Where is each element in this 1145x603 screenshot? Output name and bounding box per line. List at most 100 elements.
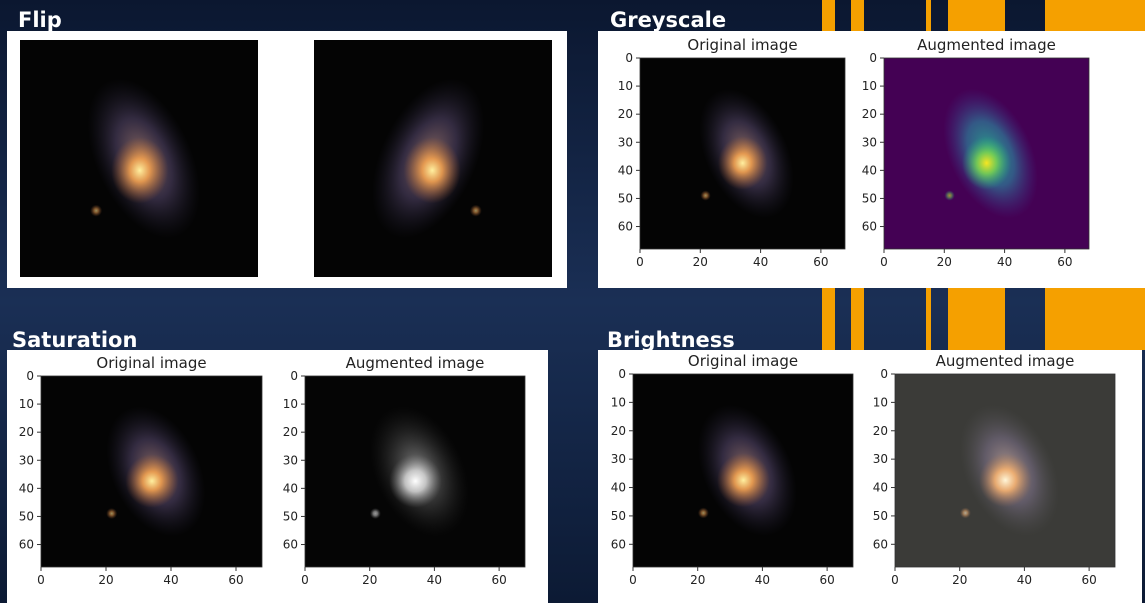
y-tick-label: 40 bbox=[19, 481, 34, 495]
subplot-title: Original image bbox=[687, 36, 797, 54]
x-tick-label: 0 bbox=[880, 255, 888, 269]
y-tick-label: 20 bbox=[611, 424, 626, 438]
galaxy-core bbox=[125, 454, 179, 508]
subplot-title: Augmented image bbox=[936, 352, 1075, 370]
y-tick-label: 50 bbox=[873, 509, 888, 523]
galaxy-core bbox=[717, 453, 770, 508]
x-tick-label: 20 bbox=[693, 255, 708, 269]
y-tick-label: 10 bbox=[611, 395, 626, 409]
panel-title: Flip bbox=[18, 8, 62, 32]
y-tick-label: 40 bbox=[283, 481, 298, 495]
galaxy-spot bbox=[959, 507, 971, 519]
x-tick-label: 20 bbox=[952, 573, 967, 587]
x-tick-label: 0 bbox=[891, 573, 899, 587]
y-tick-label: 30 bbox=[873, 452, 888, 466]
panel-title: Brightness bbox=[607, 328, 735, 352]
y-tick-label: 60 bbox=[611, 537, 626, 551]
galaxy-core bbox=[718, 136, 768, 190]
x-tick-label: 60 bbox=[813, 255, 828, 269]
galaxy-core bbox=[962, 136, 1012, 190]
galaxy-core bbox=[979, 453, 1032, 508]
y-tick-label: 40 bbox=[618, 163, 633, 177]
x-tick-label: 20 bbox=[690, 573, 705, 587]
subplot-title: Augmented image bbox=[917, 36, 1056, 54]
x-tick-label: 60 bbox=[491, 573, 506, 587]
subplot-title: Augmented image bbox=[346, 354, 485, 372]
y-tick-label: 30 bbox=[618, 135, 633, 149]
galaxy-core bbox=[389, 454, 442, 508]
y-tick-label: 0 bbox=[625, 51, 633, 65]
y-tick-label: 20 bbox=[862, 107, 877, 121]
galaxy-spot bbox=[106, 507, 118, 520]
panel-title: Saturation bbox=[12, 328, 137, 352]
y-tick-label: 40 bbox=[873, 481, 888, 495]
y-tick-label: 30 bbox=[862, 135, 877, 149]
y-tick-label: 0 bbox=[26, 369, 34, 383]
y-tick-label: 10 bbox=[19, 397, 34, 411]
y-tick-label: 0 bbox=[880, 367, 888, 381]
x-tick-label: 40 bbox=[997, 255, 1012, 269]
galaxy-core bbox=[111, 137, 169, 204]
panel-title: Greyscale bbox=[610, 8, 726, 32]
x-tick-label: 0 bbox=[636, 255, 644, 269]
x-tick-label: 60 bbox=[819, 573, 834, 587]
axes-frame bbox=[40, 375, 263, 568]
y-tick-label: 0 bbox=[290, 369, 298, 383]
x-tick-label: 60 bbox=[1057, 255, 1072, 269]
y-tick-label: 50 bbox=[611, 509, 626, 523]
y-tick-label: 60 bbox=[618, 220, 633, 234]
x-tick-label: 40 bbox=[755, 573, 770, 587]
x-tick-label: 40 bbox=[1017, 573, 1032, 587]
y-tick-label: 60 bbox=[862, 220, 877, 234]
galaxy-spot bbox=[369, 508, 381, 520]
x-tick-label: 60 bbox=[228, 573, 243, 587]
y-tick-label: 60 bbox=[873, 537, 888, 551]
galaxy-spot bbox=[700, 190, 711, 201]
x-tick-label: 20 bbox=[937, 255, 952, 269]
galaxy-spot bbox=[697, 507, 709, 519]
y-tick-label: 30 bbox=[283, 453, 298, 467]
y-tick-label: 10 bbox=[283, 397, 298, 411]
y-tick-label: 50 bbox=[862, 191, 877, 205]
galaxy-spot bbox=[944, 190, 955, 201]
galaxy-spot bbox=[90, 204, 103, 217]
galaxy-spot bbox=[469, 204, 482, 217]
x-tick-label: 0 bbox=[301, 573, 309, 587]
x-tick-label: 0 bbox=[629, 573, 637, 587]
y-tick-label: 20 bbox=[19, 425, 34, 439]
y-tick-label: 10 bbox=[862, 79, 877, 93]
y-tick-label: 10 bbox=[873, 395, 888, 409]
y-tick-label: 20 bbox=[618, 107, 633, 121]
x-tick-label: 40 bbox=[427, 573, 442, 587]
y-tick-label: 50 bbox=[618, 191, 633, 205]
axes-frame bbox=[304, 375, 526, 568]
axes-frame bbox=[632, 373, 854, 568]
y-tick-label: 50 bbox=[283, 509, 298, 523]
panel: Original image 0 10 20 30 40 50 60 0 20 40 60 Augmen… bbox=[598, 328, 1142, 603]
y-tick-label: 40 bbox=[862, 163, 877, 177]
y-tick-label: 0 bbox=[618, 367, 626, 381]
axes-frame bbox=[894, 373, 1116, 568]
panel: Original image 0 10 20 30 40 50 60 0 20 40 60 Augmen… bbox=[598, 8, 1145, 288]
y-tick-label: 60 bbox=[283, 538, 298, 552]
x-tick-label: 60 bbox=[1081, 573, 1096, 587]
axes-frame bbox=[883, 57, 1090, 250]
subplot-title: Original image bbox=[96, 354, 206, 372]
y-tick-label: 40 bbox=[611, 481, 626, 495]
axes-frame bbox=[639, 57, 846, 250]
x-tick-label: 40 bbox=[163, 573, 178, 587]
y-tick-label: 20 bbox=[873, 424, 888, 438]
subplot-title: Original image bbox=[688, 352, 798, 370]
panel: Original image 0 10 20 30 40 50 60 0 20 40 60 Augmen… bbox=[7, 328, 548, 603]
panel: Flip bbox=[7, 8, 567, 288]
x-tick-label: 0 bbox=[37, 573, 45, 587]
x-tick-label: 20 bbox=[98, 573, 113, 587]
y-tick-label: 30 bbox=[19, 453, 34, 467]
y-tick-label: 10 bbox=[618, 79, 633, 93]
y-tick-label: 0 bbox=[869, 51, 877, 65]
galaxy-core bbox=[403, 137, 461, 204]
y-tick-label: 60 bbox=[19, 538, 34, 552]
y-tick-label: 50 bbox=[19, 509, 34, 523]
y-tick-label: 30 bbox=[611, 452, 626, 466]
